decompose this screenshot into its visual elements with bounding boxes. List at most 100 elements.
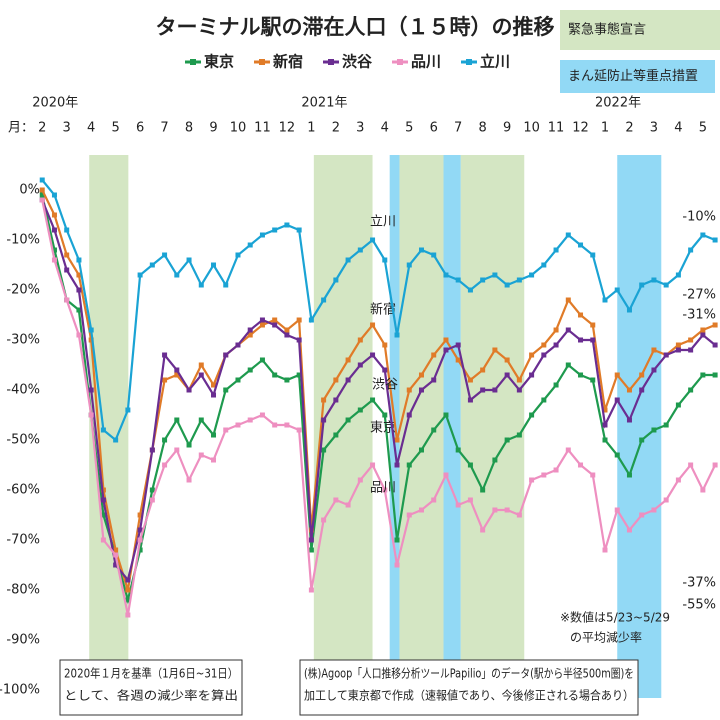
point-marker <box>198 362 204 368</box>
point-marker <box>88 327 94 333</box>
point-marker <box>578 372 584 378</box>
legend-swatch-marker <box>397 59 403 65</box>
point-marker <box>700 372 706 378</box>
point-marker <box>100 497 106 503</box>
x-tick-label: 10 <box>230 121 247 136</box>
point-marker <box>382 487 388 493</box>
point-marker <box>51 212 57 218</box>
point-marker <box>529 412 535 418</box>
point-marker <box>149 497 155 503</box>
point-marker <box>113 547 119 553</box>
point-marker <box>712 342 718 348</box>
end-label: -37% <box>682 576 716 591</box>
point-marker <box>247 332 253 338</box>
x-tick-label: 5 <box>111 121 119 136</box>
x-tick-label: 3 <box>356 121 364 136</box>
point-marker <box>284 377 290 383</box>
x-tick-label: 12 <box>572 121 589 136</box>
point-marker <box>688 337 694 343</box>
point-marker <box>553 382 559 388</box>
period-legend-label: まん延防止等重点措置 <box>568 68 698 84</box>
point-marker <box>284 327 290 333</box>
period-legend-box <box>560 10 720 50</box>
point-marker <box>223 427 229 433</box>
point-marker <box>186 442 192 448</box>
point-marker <box>321 397 327 403</box>
point-marker <box>125 597 131 603</box>
series-inline-label: 渋谷 <box>372 378 398 393</box>
point-marker <box>712 462 718 468</box>
x-tick-label: 9 <box>503 121 511 136</box>
point-marker <box>370 322 376 328</box>
point-marker <box>529 372 535 378</box>
point-marker <box>443 412 449 418</box>
point-marker <box>443 337 449 343</box>
point-marker <box>455 342 461 348</box>
point-marker <box>578 312 584 318</box>
point-marker <box>541 342 547 348</box>
point-marker <box>137 272 143 278</box>
point-marker <box>235 377 241 383</box>
point-marker <box>516 377 522 383</box>
point-marker <box>76 257 82 263</box>
point-marker <box>626 387 632 393</box>
point-marker <box>614 372 620 378</box>
series-line <box>41 194 716 605</box>
point-marker <box>162 377 168 383</box>
point-marker <box>675 342 681 348</box>
legend-label: 新宿 <box>273 53 303 71</box>
point-marker <box>651 427 657 433</box>
point-marker <box>675 477 681 483</box>
point-marker <box>675 272 681 278</box>
point-marker <box>321 447 327 453</box>
point-marker <box>100 537 106 543</box>
point-marker <box>259 322 265 328</box>
point-marker <box>247 417 253 423</box>
point-marker <box>406 412 412 418</box>
point-marker <box>602 407 608 413</box>
point-marker <box>64 267 70 273</box>
point-marker <box>590 252 596 258</box>
series-line <box>41 199 717 616</box>
point-marker <box>541 262 547 268</box>
point-marker <box>504 357 510 363</box>
point-marker <box>162 437 168 443</box>
point-marker <box>321 517 327 523</box>
point-marker <box>626 527 632 533</box>
point-marker <box>614 397 620 403</box>
point-marker <box>565 327 571 333</box>
point-marker <box>125 612 131 618</box>
y-tick-label: -70% <box>6 533 40 548</box>
point-marker <box>211 392 217 398</box>
point-marker <box>431 252 437 258</box>
point-marker <box>382 257 388 263</box>
point-marker <box>626 417 632 423</box>
point-marker <box>712 322 718 328</box>
x-tick-label: 2 <box>38 121 46 136</box>
x-tick-label: 5 <box>699 121 707 136</box>
x-tick-label: 12 <box>279 121 296 136</box>
point-marker <box>247 327 253 333</box>
point-marker <box>492 347 498 353</box>
x-tick-label: 4 <box>87 121 95 136</box>
year-label: 2020年 <box>32 96 78 111</box>
point-marker <box>541 397 547 403</box>
point-marker <box>553 467 559 473</box>
point-marker <box>76 307 82 313</box>
point-marker <box>100 427 106 433</box>
series-inline-label: 立川 <box>370 215 396 230</box>
point-marker <box>467 287 473 293</box>
point-marker <box>272 422 278 428</box>
point-marker <box>125 577 131 583</box>
point-marker <box>137 512 143 518</box>
point-marker <box>406 512 412 518</box>
shaded-period <box>399 155 444 690</box>
shaded-period <box>617 155 662 698</box>
point-marker <box>480 487 486 493</box>
point-marker <box>700 232 706 238</box>
point-marker <box>370 237 376 243</box>
point-marker <box>259 232 265 238</box>
y-tick-label: -30% <box>6 333 40 348</box>
point-marker <box>394 462 400 468</box>
point-marker <box>516 432 522 438</box>
